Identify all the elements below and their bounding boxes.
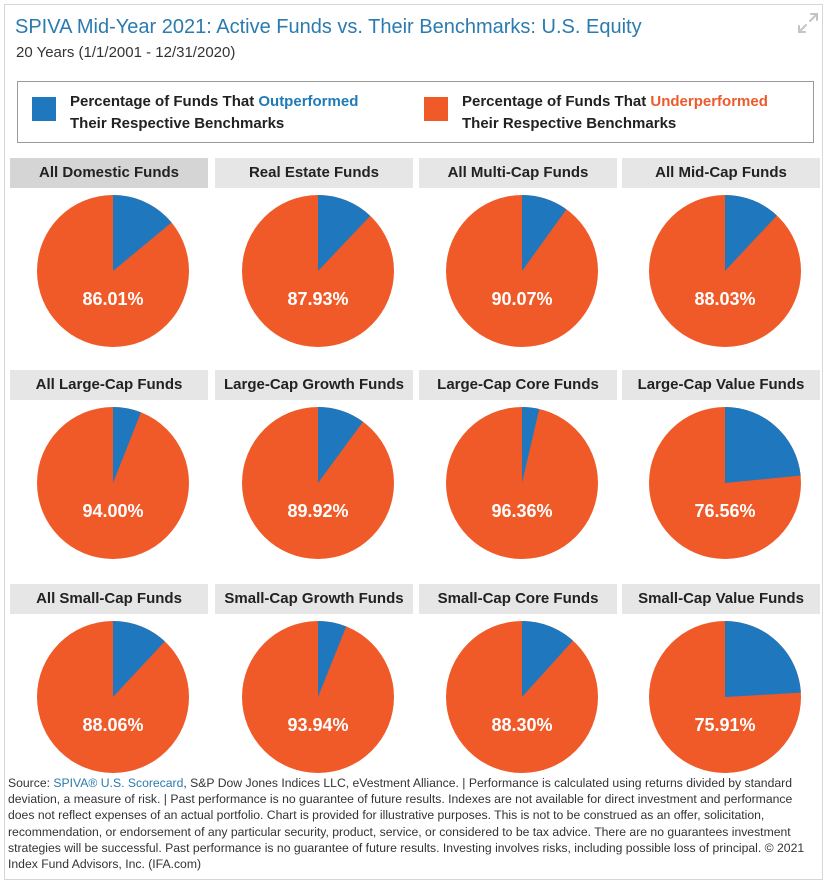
pie-cell-real-estate-funds: Real Estate Funds 87.93% bbox=[215, 158, 413, 364]
pie-chart: 86.01% bbox=[37, 195, 189, 347]
pie-slice-outperformed[interactable] bbox=[522, 407, 540, 483]
pie-data-label: 75.91% bbox=[694, 715, 755, 735]
pie-cell-small-cap-value-funds: Small-Cap Value Funds 75.91% bbox=[622, 584, 820, 790]
chart-frame bbox=[4, 4, 823, 880]
pie-cell-large-cap-growth-funds: Large-Cap Growth Funds 89.92% bbox=[215, 370, 413, 576]
pie-title-large-cap-value-funds[interactable]: Large-Cap Value Funds bbox=[622, 370, 820, 400]
pie-slice-outperformed[interactable] bbox=[725, 195, 777, 271]
pie-cell-all-domestic-funds: All Domestic Funds 86.01% bbox=[10, 158, 208, 364]
pie-chart: 88.06% bbox=[37, 621, 189, 773]
pie-slice-outperformed[interactable] bbox=[318, 407, 363, 483]
legend-swatch-outperformed bbox=[32, 97, 56, 121]
pie-data-label: 94.00% bbox=[82, 501, 143, 521]
pie-chart: 76.56% bbox=[649, 407, 801, 559]
pie-title-all-small-cap-funds[interactable]: All Small-Cap Funds bbox=[10, 584, 208, 614]
chart-title: SPIVA Mid-Year 2021: Active Funds vs. Th… bbox=[15, 16, 642, 38]
pie-slice-outperformed[interactable] bbox=[725, 407, 801, 483]
pie-title-large-cap-core-funds[interactable]: Large-Cap Core Funds bbox=[419, 370, 617, 400]
pie-cell-all-large-cap-funds: All Large-Cap Funds 94.00% bbox=[10, 370, 208, 576]
source-prefix: Source: bbox=[8, 776, 54, 790]
pie-title-all-mid-cap-funds[interactable]: All Mid-Cap Funds bbox=[622, 158, 820, 188]
pie-title-small-cap-value-funds[interactable]: Small-Cap Value Funds bbox=[622, 584, 820, 614]
pie-title-small-cap-core-funds[interactable]: Small-Cap Core Funds bbox=[419, 584, 617, 614]
pie-cell-all-small-cap-funds: All Small-Cap Funds 88.06% bbox=[10, 584, 208, 790]
legend-highlight-underperformed: Underperformed bbox=[650, 93, 768, 110]
pie-chart: 87.93% bbox=[242, 195, 394, 347]
pie-chart: 88.03% bbox=[649, 195, 801, 347]
pie-cell-all-multi-cap-funds: All Multi-Cap Funds 90.07% bbox=[419, 158, 617, 364]
legend: Percentage of Funds That Outperformed Th… bbox=[17, 81, 814, 143]
legend-line2: Their Respective Benchmarks bbox=[462, 115, 677, 132]
source-text: , S&P Dow Jones Indices LLC, eVestment A… bbox=[8, 776, 805, 872]
legend-prefix: Percentage of Funds That bbox=[462, 93, 651, 110]
pie-data-label: 88.03% bbox=[694, 289, 755, 309]
pie-slice-outperformed[interactable] bbox=[522, 621, 573, 697]
pie-title-large-cap-growth-funds[interactable]: Large-Cap Growth Funds bbox=[215, 370, 413, 400]
pie-data-label: 76.56% bbox=[694, 501, 755, 521]
pie-slice-outperformed[interactable] bbox=[113, 621, 165, 697]
pie-cell-small-cap-core-funds: Small-Cap Core Funds 88.30% bbox=[419, 584, 617, 790]
pie-data-label: 93.94% bbox=[287, 715, 348, 735]
pie-title-all-large-cap-funds[interactable]: All Large-Cap Funds bbox=[10, 370, 208, 400]
pie-data-label: 90.07% bbox=[491, 289, 552, 309]
pie-slice-outperformed[interactable] bbox=[113, 407, 141, 483]
pie-cell-large-cap-value-funds: Large-Cap Value Funds 76.56% bbox=[622, 370, 820, 576]
pie-slice-outperformed[interactable] bbox=[113, 195, 172, 271]
pie-data-label: 88.30% bbox=[491, 715, 552, 735]
pie-cell-small-cap-growth-funds: Small-Cap Growth Funds 93.94% bbox=[215, 584, 413, 790]
pie-slice-outperformed[interactable] bbox=[725, 621, 801, 697]
chart-subtitle: 20 Years (1/1/2001 - 12/31/2020) bbox=[16, 44, 236, 61]
pie-title-small-cap-growth-funds[interactable]: Small-Cap Growth Funds bbox=[215, 584, 413, 614]
pie-data-label: 88.06% bbox=[82, 715, 143, 735]
legend-swatch-underperformed bbox=[424, 97, 448, 121]
pie-chart: 90.07% bbox=[446, 195, 598, 347]
pie-cell-all-mid-cap-funds: All Mid-Cap Funds 88.03% bbox=[622, 158, 820, 364]
source-link[interactable]: SPIVA® U.S. Scorecard bbox=[53, 776, 184, 790]
pie-data-label: 86.01% bbox=[82, 289, 143, 309]
legend-line2: Their Respective Benchmarks bbox=[70, 115, 285, 132]
pie-data-label: 96.36% bbox=[491, 501, 552, 521]
pie-slice-outperformed[interactable] bbox=[318, 195, 371, 271]
legend-prefix: Percentage of Funds That bbox=[70, 93, 259, 110]
pie-title-all-domestic-funds[interactable]: All Domestic Funds bbox=[10, 158, 208, 188]
source-note: Source: SPIVA® U.S. Scorecard, S&P Dow J… bbox=[8, 775, 820, 872]
pie-chart: 93.94% bbox=[242, 621, 394, 773]
pie-title-real-estate-funds[interactable]: Real Estate Funds bbox=[215, 158, 413, 188]
pie-chart: 96.36% bbox=[446, 407, 598, 559]
pie-slice-outperformed[interactable] bbox=[522, 195, 567, 271]
pie-chart: 75.91% bbox=[649, 621, 801, 773]
pie-data-label: 89.92% bbox=[287, 501, 348, 521]
pie-chart: 88.30% bbox=[446, 621, 598, 773]
pie-data-label: 87.93% bbox=[287, 289, 348, 309]
pie-cell-large-cap-core-funds: Large-Cap Core Funds 96.36% bbox=[419, 370, 617, 576]
pie-chart: 89.92% bbox=[242, 407, 394, 559]
pie-title-all-multi-cap-funds[interactable]: All Multi-Cap Funds bbox=[419, 158, 617, 188]
legend-label-outperformed: Percentage of Funds That Outperformed Th… bbox=[70, 91, 358, 135]
legend-highlight-outperformed: Outperformed bbox=[258, 93, 359, 110]
pie-chart: 94.00% bbox=[37, 407, 189, 559]
legend-label-underperformed: Percentage of Funds That Underperformed … bbox=[462, 91, 768, 135]
pie-slice-outperformed[interactable] bbox=[318, 621, 347, 697]
expand-icon[interactable] bbox=[797, 12, 819, 34]
